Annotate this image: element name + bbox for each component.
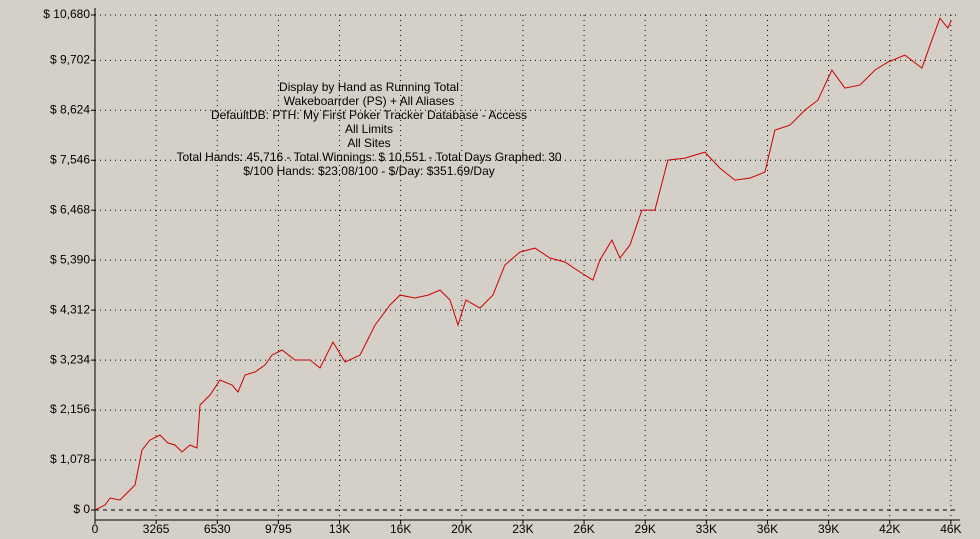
x-tick-label: 9795 xyxy=(265,522,292,536)
x-tick-label: 29K xyxy=(635,522,656,536)
x-tick-label: 39K xyxy=(818,522,839,536)
x-tick-label: 33K xyxy=(696,522,717,536)
y-tick-label: $ 4,312 xyxy=(50,302,90,316)
y-tick-label: $ 6,468 xyxy=(50,202,90,216)
y-tick-label: $ 10,680 xyxy=(43,7,90,21)
annotation: All Limits xyxy=(345,122,393,136)
x-tick-label: 42K xyxy=(879,522,900,536)
y-tick-label: $ 8,624 xyxy=(50,102,90,116)
x-tick-label: 20K xyxy=(451,522,472,536)
x-tick-label: 0 xyxy=(92,522,99,536)
y-tick-label: $ 0 xyxy=(73,502,90,516)
annotation: Wakeboarrder (PS) + All Aliases xyxy=(284,94,455,108)
y-tick-label: $ 9,702 xyxy=(50,52,90,66)
y-tick-label: $ 1,078 xyxy=(50,452,90,466)
x-tick-label: 16K xyxy=(390,522,411,536)
annotation: $/100 Hands: $23.08/100 - $/Day: $351.69… xyxy=(243,164,495,178)
x-tick-label: 36K xyxy=(757,522,778,536)
line xyxy=(94,17,952,511)
annotation: All Sites xyxy=(347,136,390,150)
x-tick-label: 23K xyxy=(512,522,533,536)
y-tick-label: $ 7,546 xyxy=(50,152,90,166)
x-tick-label: 13K xyxy=(329,522,350,536)
annotation: Total Hands: 45,716 - Total Winnings: $ … xyxy=(176,150,561,164)
annotation: DefaultDB: PTH: My First Poker Tracker D… xyxy=(211,108,527,122)
y-tick-label: $ 5,390 xyxy=(50,252,90,266)
y-tick-label: $ 3,234 xyxy=(50,352,90,366)
x-tick-label: 46K xyxy=(940,522,961,536)
x-tick-label: 6530 xyxy=(204,522,231,536)
x-tick-label: 3265 xyxy=(143,522,170,536)
x-tick-label: 26K xyxy=(573,522,594,536)
y-tick-label: $ 2,156 xyxy=(50,402,90,416)
annotation: Display by Hand as Running Total xyxy=(279,80,459,94)
